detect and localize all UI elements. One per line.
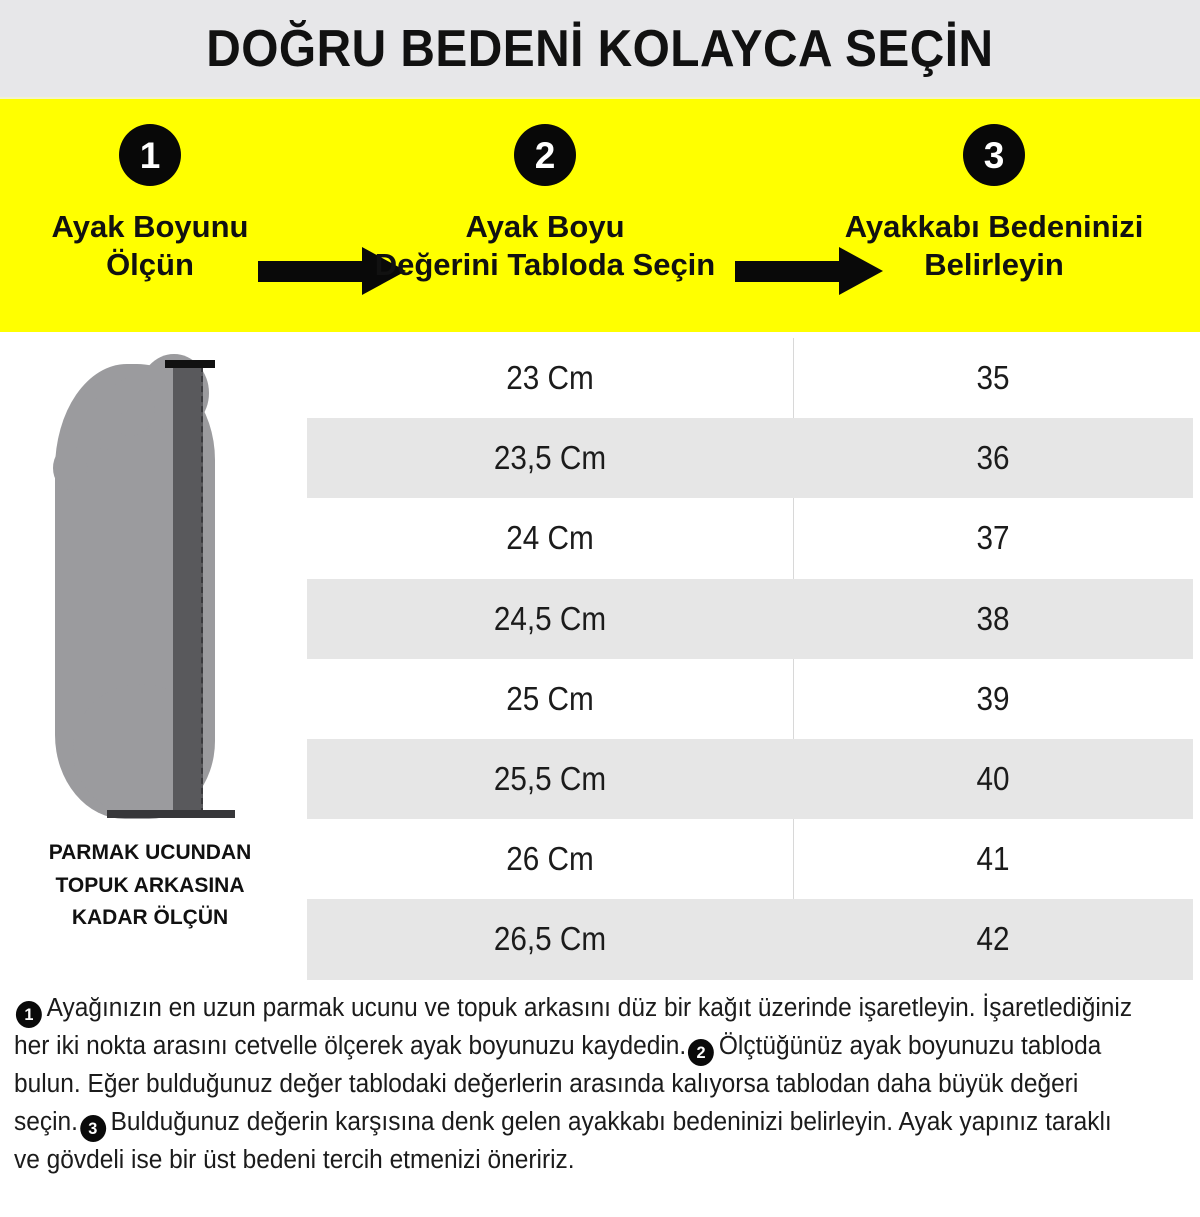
table-row: 26,5 Cm 42 <box>307 899 1193 980</box>
main-content: PARMAK UCUNDAN TOPUK ARKASINA KADAR ÖLÇÜ… <box>0 332 1200 980</box>
cell-shoe-size: 35 <box>976 359 1010 397</box>
instructions-paragraph: 1 Ayağınızın en uzun parmak ucunu ve topu… <box>14 990 1139 1180</box>
step-2-badge: 2 <box>514 124 576 186</box>
cell-foot-length: 24 Cm <box>506 519 594 557</box>
table-row: 25 Cm 39 <box>307 658 1193 739</box>
step-3-label: Ayakkabı Bedeninizi Belirleyin <box>844 209 1144 282</box>
step-2-label: Ayak Boyu Değerini Tabloda Seçin <box>374 209 716 282</box>
arrow-shaft <box>735 261 843 282</box>
instruction-text-2: Ölçtüğünüz ayak boyunuzu tabloda bulun. … <box>14 1032 1102 1136</box>
steps-banner: 1 Ayak Boyunu Ölçün 2 Ayak Boyu Değerini… <box>0 97 1200 334</box>
step-2: 2 Ayak Boyu Değerini Tabloda Seçin <box>300 99 790 334</box>
cell-foot-length: 25,5 Cm <box>493 760 607 798</box>
column-divider <box>793 338 794 419</box>
cell-shoe-size: 40 <box>976 760 1010 798</box>
table-row: 26 Cm 41 <box>307 819 1193 900</box>
arrow-shaft <box>258 261 366 282</box>
table-row: 24,5 Cm 38 <box>307 578 1193 659</box>
cell-shoe-size: 41 <box>976 840 1010 878</box>
cell-foot-length: 24,5 Cm <box>493 599 607 637</box>
table-row: 23,5 Cm 36 <box>307 418 1193 499</box>
measure-ruler-icon <box>173 366 203 814</box>
size-table: 23 Cm 35 23,5 Cm 36 24 Cm 37 24,5 Cm 38 … <box>307 338 1193 980</box>
cell-foot-length: 23,5 Cm <box>493 439 607 477</box>
step-1-label: Ayak Boyunu Ölçün <box>51 209 249 282</box>
column-divider <box>793 819 794 900</box>
foot-toe-5 <box>53 446 87 490</box>
cell-shoe-size: 38 <box>976 599 1010 637</box>
table-row: 23 Cm 35 <box>307 338 1193 419</box>
cell-shoe-size: 37 <box>976 519 1010 557</box>
step-3-badge: 3 <box>963 124 1025 186</box>
column-divider <box>793 498 794 579</box>
table-row: 25,5 Cm 40 <box>307 738 1193 820</box>
foot-caption: PARMAK UCUNDAN TOPUK ARKASINA KADAR ÖLÇÜ… <box>48 841 252 930</box>
arrow-head <box>839 247 883 295</box>
measure-line-bottom <box>107 810 235 818</box>
foot-illustration-icon <box>53 354 240 824</box>
cell-foot-length: 26 Cm <box>506 840 594 878</box>
cell-foot-length: 25 Cm <box>506 679 594 717</box>
step-3: 3 Ayakkabı Bedeninizi Belirleyin <box>795 99 1193 334</box>
foot-measure-panel: PARMAK UCUNDAN TOPUK ARKASINA KADAR ÖLÇÜ… <box>0 332 300 980</box>
instruction-badge-2: 2 <box>688 1039 715 1066</box>
cell-shoe-size: 42 <box>976 920 1010 958</box>
arrow-head <box>362 247 406 295</box>
page-title: DOĞRU BEDENİ KOLAYCA SEÇİN <box>206 19 994 78</box>
instruction-text-1: Ayağınızın en uzun parmak ucunu ve topuk… <box>14 994 1133 1060</box>
step-1-badge: 1 <box>119 124 181 186</box>
instructions-block: 1 Ayağınızın en uzun parmak ucunu ve topu… <box>0 980 1200 1217</box>
measure-line-top <box>165 360 215 368</box>
instruction-badge-1: 1 <box>15 1001 42 1028</box>
table-row: 24 Cm 37 <box>307 498 1193 579</box>
instruction-text-3: Bulduğunuz değerin karşısına denk gelen … <box>14 1107 1112 1174</box>
cell-foot-length: 26,5 Cm <box>493 920 607 958</box>
cell-shoe-size: 36 <box>976 439 1010 477</box>
arrow-right-icon-1 <box>258 247 406 295</box>
header-bar: DOĞRU BEDENİ KOLAYCA SEÇİN <box>0 0 1200 97</box>
instruction-badge-3: 3 <box>79 1114 106 1142</box>
cell-shoe-size: 39 <box>976 679 1010 717</box>
step-1: 1 Ayak Boyunu Ölçün <box>14 99 286 334</box>
cell-foot-length: 23 Cm <box>506 359 594 397</box>
column-divider <box>793 658 794 739</box>
arrow-right-icon-2 <box>735 247 883 295</box>
